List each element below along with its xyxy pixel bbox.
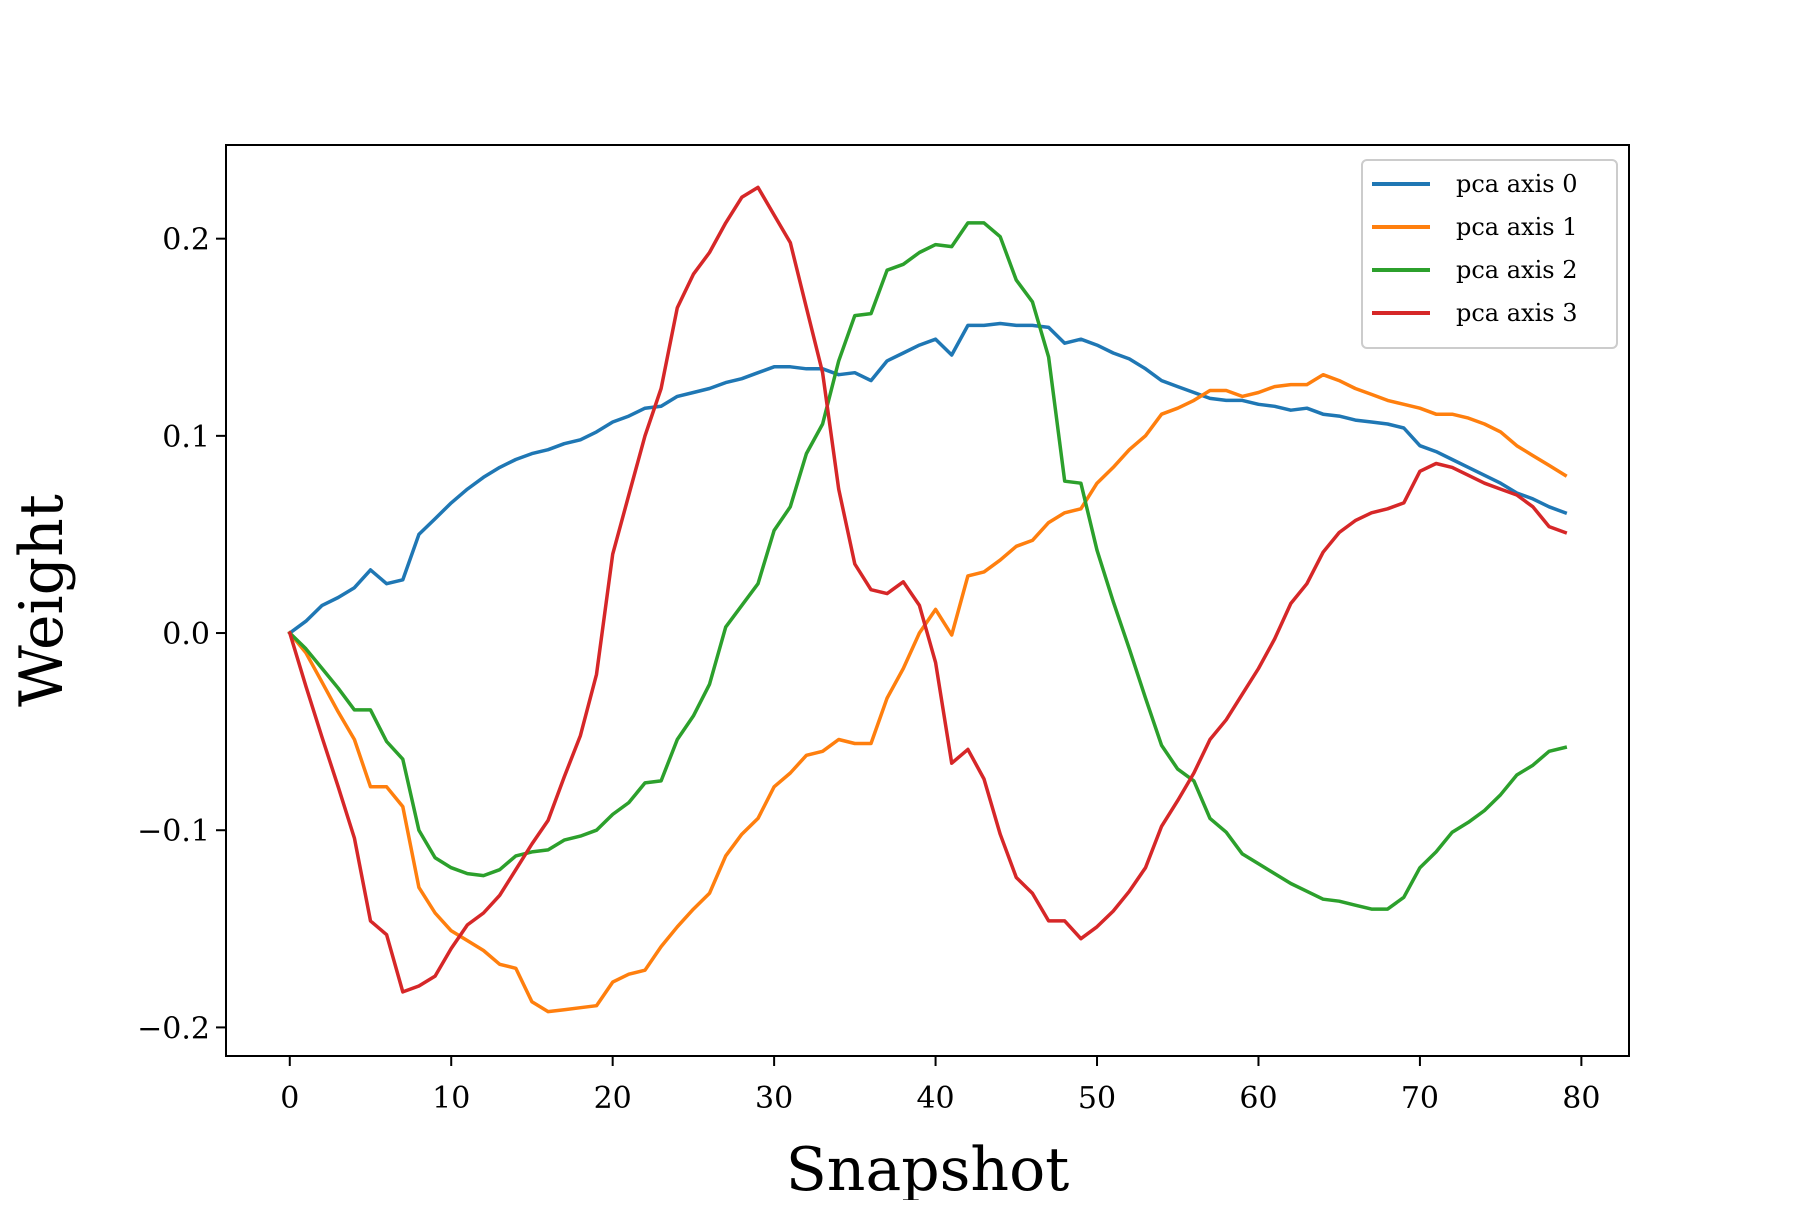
x-tick-label: 50 bbox=[1078, 1081, 1116, 1116]
x-tick-label: 70 bbox=[1401, 1081, 1439, 1116]
x-tick-label: 0 bbox=[280, 1081, 299, 1116]
x-tick-label: 20 bbox=[594, 1081, 632, 1116]
y-axis-title: Weight bbox=[7, 494, 77, 707]
series-line-3 bbox=[287, 185, 1568, 994]
x-tick-label: 10 bbox=[432, 1081, 470, 1116]
x-tick-label: 60 bbox=[1239, 1081, 1277, 1116]
y-tick-label: 0.1 bbox=[162, 420, 210, 455]
x-tick-label: 40 bbox=[916, 1081, 954, 1116]
x-tick-label: 30 bbox=[755, 1081, 793, 1116]
legend-label: pca axis 2 bbox=[1456, 256, 1577, 284]
x-axis-title: Snapshot bbox=[786, 1135, 1070, 1200]
y-tick-label: −0.2 bbox=[137, 1011, 210, 1046]
series-line-2 bbox=[287, 221, 1568, 911]
legend: pca axis 0 pca axis 1 pca axis 2 pca axis 3 bbox=[1361, 159, 1618, 349]
series-line-1 bbox=[287, 372, 1568, 1014]
axes-frame bbox=[225, 144, 1630, 1057]
legend-label: pca axis 3 bbox=[1456, 299, 1577, 327]
series-layer bbox=[287, 185, 1568, 1014]
y-axis-ticks: −0.2 −0.1 0.0 0.1 0.2 bbox=[137, 223, 226, 1046]
y-tick-label: 0.0 bbox=[162, 617, 210, 652]
series-line-0 bbox=[287, 321, 1568, 636]
x-axis-ticks: 0 10 20 30 40 50 60 70 80 bbox=[280, 1056, 1600, 1116]
y-tick-label: −0.1 bbox=[137, 814, 210, 849]
x-tick-label: 80 bbox=[1562, 1081, 1600, 1116]
legend-label: pca axis 1 bbox=[1456, 213, 1577, 241]
y-tick-label: 0.2 bbox=[162, 223, 210, 258]
legend-label: pca axis 0 bbox=[1456, 170, 1577, 198]
legend-box bbox=[1361, 159, 1618, 349]
